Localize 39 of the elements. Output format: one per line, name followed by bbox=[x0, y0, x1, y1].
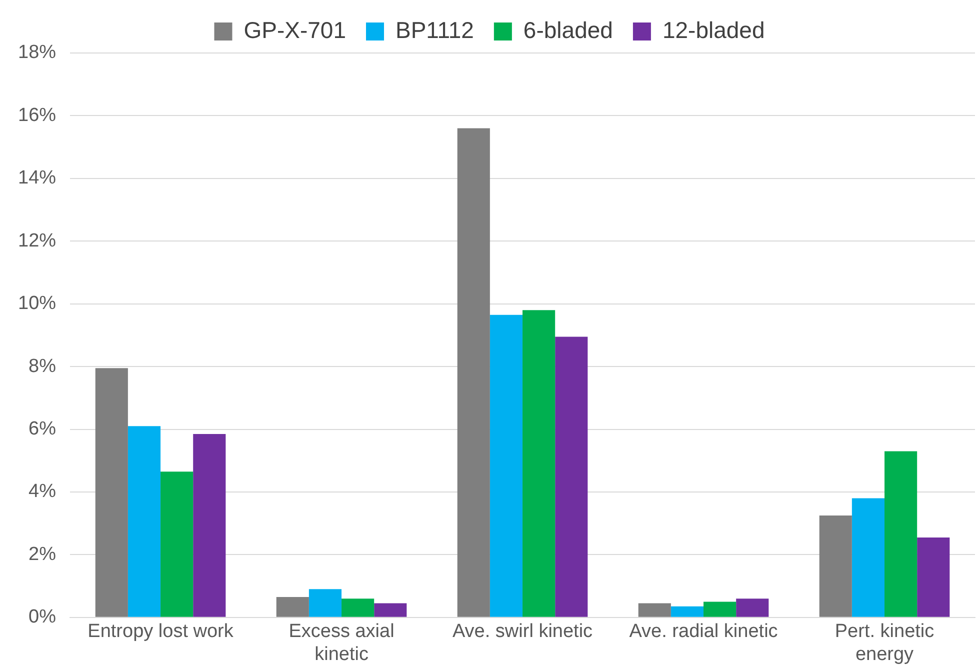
legend-label: 12-bladed bbox=[662, 16, 765, 43]
legend-label: 6-bladed bbox=[523, 16, 613, 43]
bar bbox=[852, 498, 885, 617]
legend-label: GP-X-701 bbox=[244, 16, 346, 43]
y-tick-label: 6% bbox=[28, 418, 56, 440]
bar bbox=[193, 434, 226, 617]
x-tick-label: Ave. radial kinetic bbox=[629, 621, 778, 642]
bar bbox=[308, 589, 342, 617]
y-tick-label: 8% bbox=[28, 356, 56, 377]
bar bbox=[704, 602, 736, 617]
y-tick-label: 18% bbox=[18, 42, 56, 64]
bar bbox=[95, 368, 128, 617]
bar bbox=[457, 128, 490, 617]
bar bbox=[276, 597, 309, 617]
legend-label: BP1112 bbox=[396, 16, 474, 43]
bar bbox=[160, 472, 194, 617]
bar bbox=[670, 606, 704, 617]
bar bbox=[884, 451, 918, 617]
y-tick-label: 10% bbox=[18, 293, 56, 314]
bar bbox=[819, 515, 852, 617]
bar bbox=[128, 426, 161, 617]
x-tick-label: Excess axial kinetic bbox=[288, 621, 394, 665]
bar bbox=[342, 598, 374, 617]
y-tick-label: 14% bbox=[18, 168, 56, 189]
y-tick-label: 4% bbox=[28, 481, 56, 502]
y-tick-label: 16% bbox=[18, 104, 56, 126]
bar bbox=[917, 537, 950, 617]
x-tick-label: Ave. swirl kinetic bbox=[452, 621, 593, 642]
bar bbox=[522, 310, 556, 617]
bar bbox=[555, 336, 588, 617]
y-tick-label: 12% bbox=[18, 230, 56, 252]
bar bbox=[638, 603, 671, 617]
bar bbox=[736, 598, 769, 617]
bar bbox=[374, 603, 407, 617]
y-tick-label: 0% bbox=[28, 606, 56, 628]
y-tick-label: 2% bbox=[28, 544, 56, 565]
bar bbox=[490, 314, 523, 617]
x-tick-label: Pert. kinetic energy bbox=[834, 621, 934, 665]
x-tick-label: Entropy lost work bbox=[88, 621, 234, 642]
